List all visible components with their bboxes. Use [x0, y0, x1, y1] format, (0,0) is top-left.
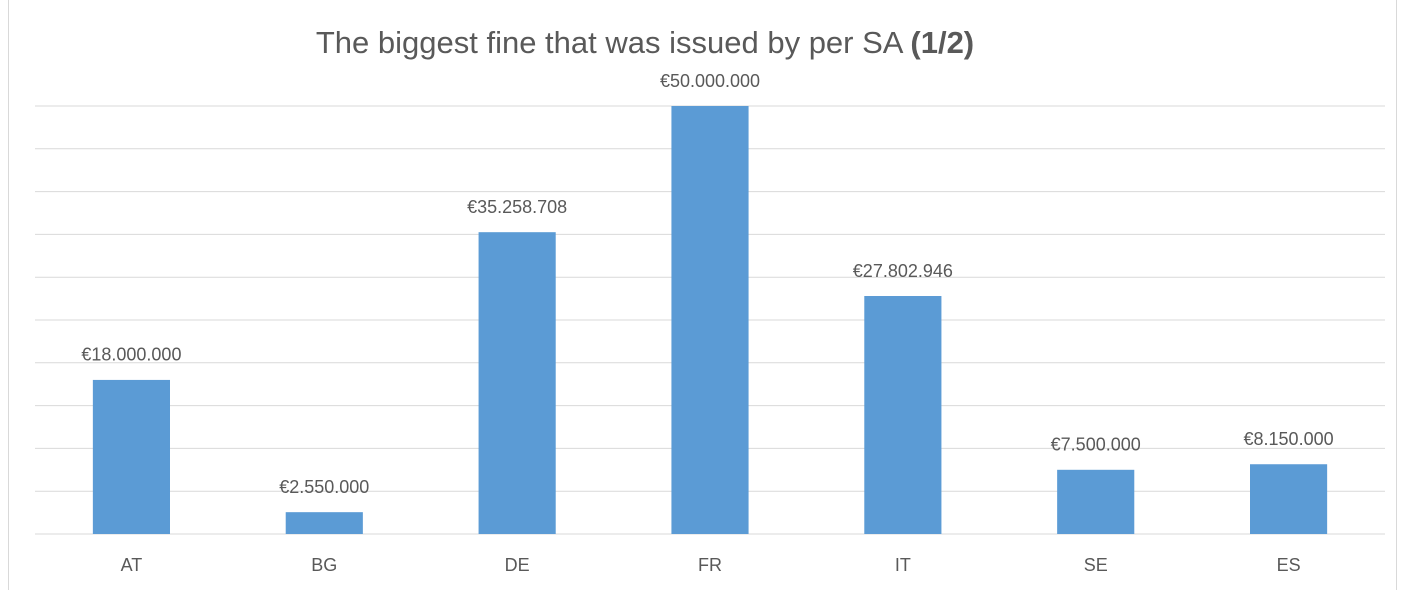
value-label: €18.000.000 — [81, 345, 181, 365]
x-tick-label: AT — [121, 555, 143, 575]
bar — [1057, 469, 1135, 534]
value-label: €8.150.000 — [1244, 429, 1334, 449]
x-tick-label: FR — [698, 555, 722, 575]
bar — [671, 106, 749, 534]
bar — [478, 232, 556, 534]
value-label: €7.500.000 — [1051, 435, 1141, 455]
title-bold: (1/2) — [910, 25, 974, 60]
bar — [864, 296, 942, 534]
x-tick-label: ES — [1277, 555, 1301, 575]
chart-title: The biggest fine that was issued by per … — [316, 25, 974, 60]
value-label: €50.000.000 — [660, 71, 760, 91]
x-tick-label: SE — [1084, 555, 1108, 575]
value-label: €27.802.946 — [853, 261, 953, 281]
bar — [92, 379, 170, 534]
bar — [285, 512, 363, 534]
value-label: €35.258.708 — [467, 197, 567, 217]
x-tick-label: DE — [505, 555, 530, 575]
x-tick-label: BG — [311, 555, 337, 575]
bar — [1250, 464, 1328, 534]
title-text: The biggest fine that was issued by per … — [316, 25, 904, 60]
value-label: €2.550.000 — [279, 477, 369, 497]
x-tick-label: IT — [895, 555, 911, 575]
